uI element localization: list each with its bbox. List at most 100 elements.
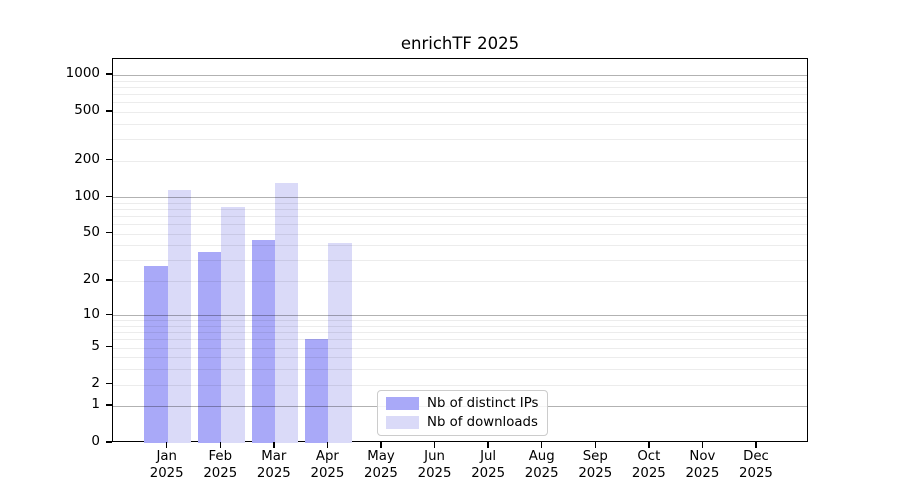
y-tick-label-50: 50 [82, 223, 100, 240]
gridline-minor-200 [113, 160, 807, 162]
legend-swatch-downloads [386, 416, 419, 429]
gridline-minor-8 [113, 326, 807, 327]
x-tick-year-sep: 2025 [578, 465, 613, 481]
y-tick-500 [106, 110, 112, 112]
y-tick-0 [106, 441, 112, 443]
x-tick-label-sep: Sep 2025 [565, 449, 625, 482]
x-tick-year-jun: 2025 [417, 465, 452, 481]
y-tick-1000 [106, 73, 112, 75]
y-tick-label-1000: 1000 [65, 65, 100, 82]
gridline-minor-30 [113, 260, 807, 262]
gridline-major-1000 [113, 75, 807, 77]
x-tick-apr [326, 442, 329, 448]
x-tick-nov [701, 442, 704, 448]
y-tick-200 [106, 158, 112, 161]
gridline-major-100 [113, 197, 807, 199]
x-tick-year-dec: 2025 [739, 465, 773, 481]
x-tick-may [380, 442, 382, 448]
x-tick-dec [755, 442, 757, 448]
y-tick-20 [106, 279, 112, 281]
gridline-minor-9 [113, 320, 807, 322]
x-tick-label-feb: Feb 2025 [190, 449, 250, 482]
gridline-minor-60 [113, 224, 807, 226]
y-tick-label-1: 1 [91, 396, 100, 413]
y-tick-2 [106, 382, 112, 385]
bar-downloads-feb [221, 207, 245, 443]
gridline-minor-20 [113, 280, 807, 282]
gridline-minor-400 [113, 123, 807, 125]
y-tick-label-500: 500 [74, 102, 100, 119]
x-tick-label-oct: Oct 2025 [619, 449, 679, 482]
gridline-minor-3 [113, 369, 807, 371]
x-tick-year-aug: 2025 [524, 465, 559, 481]
x-tick-label-jan: Jan 2025 [137, 449, 197, 482]
bar-ips-feb [197, 252, 222, 443]
x-tick-year-jul: 2025 [471, 465, 506, 481]
x-tick-label-dec: Dec 2025 [726, 449, 786, 482]
y-tick-label-0: 0 [91, 433, 100, 450]
x-tick-feb [219, 442, 222, 448]
legend-swatch-distinct-ips [386, 397, 419, 410]
x-tick-label-apr: Apr 2025 [297, 449, 357, 482]
x-tick-sep [594, 442, 596, 448]
gridline-minor-90 [113, 202, 807, 204]
gridline-minor-600 [113, 102, 807, 104]
legend-entry-downloads: Nb of downloads [386, 415, 538, 430]
x-tick-oct [648, 442, 650, 448]
x-tick-jul [487, 442, 489, 448]
y-tick-label-20: 20 [82, 271, 100, 288]
legend-label-downloads: Nb of downloads [427, 415, 538, 430]
y-tick-label-5: 5 [91, 337, 100, 354]
bar-ips-apr [305, 339, 329, 443]
x-tick-label-may: May 2025 [351, 449, 411, 482]
gridline-minor-300 [113, 139, 807, 141]
x-tick-label-jul: Jul 2025 [458, 449, 518, 482]
y-tick-label-2: 2 [91, 374, 100, 391]
gridline-minor-4 [113, 357, 807, 359]
legend: Nb of distinct IPs Nb of downloads [377, 390, 549, 436]
y-tick-5 [106, 345, 112, 348]
gridline-minor-500 [113, 111, 807, 113]
bar-ips-jan [144, 265, 168, 443]
x-tick-label-aug: Aug 2025 [512, 449, 572, 482]
x-tick-year-may: 2025 [364, 465, 398, 481]
gridline-minor-900 [113, 80, 807, 82]
bar-ips-mar [251, 240, 275, 443]
x-tick-jun [433, 442, 436, 448]
gridline-minor-800 [113, 87, 807, 88]
gridline-minor-70 [113, 216, 807, 218]
x-tick-year-oct: 2025 [631, 465, 666, 481]
plot-area [112, 58, 808, 443]
bar-downloads-apr [328, 242, 352, 443]
x-tick-year-apr: 2025 [310, 465, 345, 481]
x-tick-year-feb: 2025 [203, 465, 238, 481]
x-tick-year-jan: 2025 [149, 465, 184, 481]
gridline-minor-2 [113, 384, 807, 386]
y-tick-label-10: 10 [82, 305, 100, 322]
gridline-minor-50 [113, 233, 807, 235]
gridline-minor-6 [113, 339, 807, 341]
gridline-minor-40 [113, 245, 807, 247]
y-tick-10 [106, 313, 112, 316]
y-tick-label-100: 100 [74, 187, 100, 204]
gridline-minor-5 [113, 347, 807, 349]
y-tick-100 [106, 195, 112, 198]
y-tick-label-200: 200 [74, 150, 100, 167]
x-tick-mar [273, 442, 275, 448]
legend-label-distinct-ips: Nb of distinct IPs [427, 396, 539, 411]
bar-downloads-mar [274, 182, 299, 443]
legend-entry-distinct-ips: Nb of distinct IPs [386, 396, 538, 411]
gridline-major-10 [113, 315, 807, 317]
gridline-minor-7 [113, 332, 807, 334]
x-tick-aug [540, 442, 543, 448]
x-tick-label-jun: Jun 2025 [405, 449, 465, 482]
y-tick-50 [106, 231, 112, 234]
x-tick-jan [165, 442, 168, 448]
gridline-minor-700 [113, 94, 807, 96]
x-tick-year-nov: 2025 [685, 465, 720, 481]
gridline-minor-80 [113, 209, 807, 211]
bar-downloads-jan [167, 189, 191, 443]
y-tick-1 [106, 404, 112, 406]
chart-title: enrichTF 2025 [400, 34, 520, 53]
